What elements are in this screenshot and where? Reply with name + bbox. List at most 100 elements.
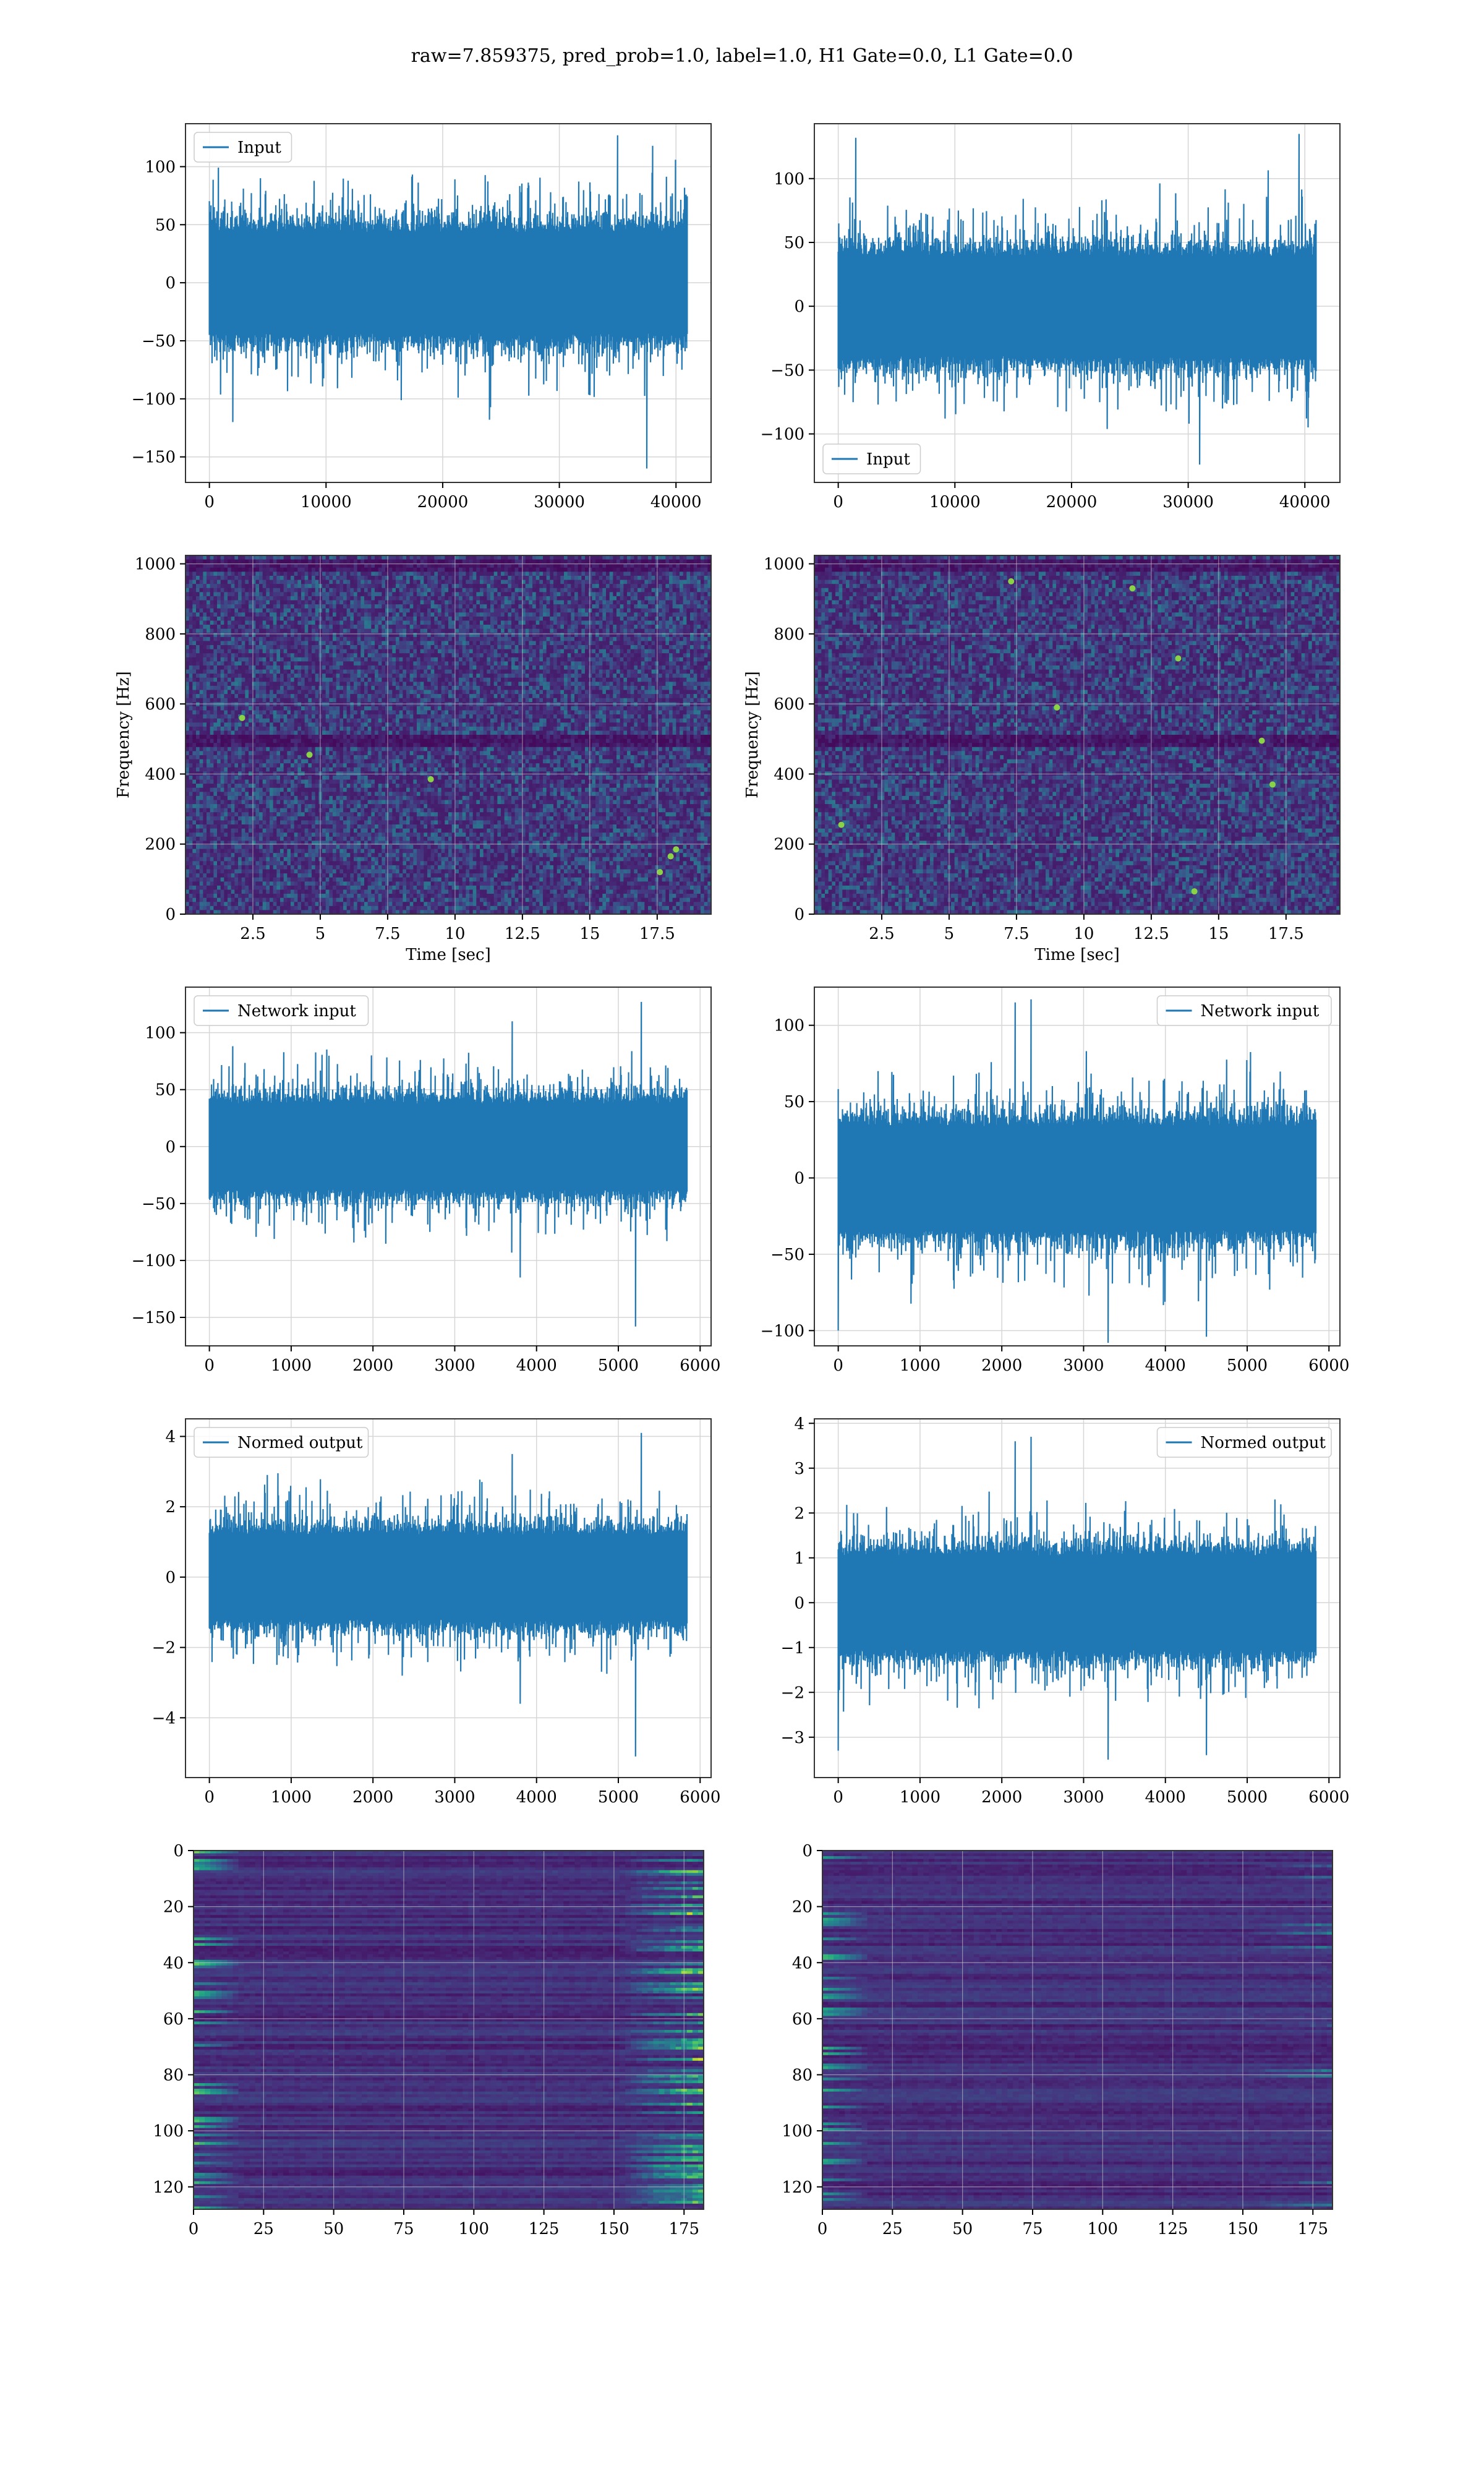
spec-h1-cell bbox=[364, 563, 368, 568]
spec-h1-cell bbox=[259, 588, 263, 593]
spec-h1-cell bbox=[305, 555, 309, 560]
spec-h1-cell bbox=[620, 625, 624, 629]
spec-h1-cell bbox=[469, 563, 473, 568]
spec-h1-cell bbox=[280, 620, 284, 625]
spec-h1-cell bbox=[280, 584, 284, 588]
spec-h1-cell bbox=[224, 576, 228, 580]
spec-h1-cell bbox=[560, 625, 564, 629]
spec-h1-cell bbox=[224, 609, 228, 613]
spec-h1-cell bbox=[249, 580, 252, 584]
spec-h1-cell bbox=[557, 629, 561, 633]
spec-h1-cell bbox=[280, 596, 284, 601]
spec-h1-cell bbox=[259, 620, 263, 625]
spec-h1-cell bbox=[501, 641, 505, 645]
spec-h1-cell bbox=[476, 604, 480, 609]
spec-h1-cell bbox=[249, 641, 252, 645]
spec-h1-cell bbox=[396, 641, 399, 645]
spec-h1-cell bbox=[690, 609, 694, 613]
spec-h1-cell bbox=[616, 596, 620, 601]
spec-h1-cell bbox=[403, 560, 406, 564]
spec-h1-cell bbox=[627, 560, 631, 564]
spec-h1-cell bbox=[308, 601, 312, 605]
spec-h1-cell bbox=[192, 637, 196, 641]
spec-h1-cell bbox=[203, 563, 207, 568]
spec-h1-cell bbox=[249, 649, 252, 654]
spec-h1-cell bbox=[543, 617, 547, 621]
spec-h1-cell bbox=[568, 617, 571, 621]
spec-h1-cell bbox=[627, 641, 631, 645]
spec-h1-cell bbox=[413, 592, 417, 596]
spec-h1-cell bbox=[189, 641, 193, 645]
spec-h1-cell bbox=[701, 596, 704, 601]
spec-h1-cell bbox=[427, 620, 431, 625]
spec-h1-cell bbox=[427, 571, 431, 576]
spec-h1-cell bbox=[704, 588, 708, 593]
spec-h1-cell bbox=[255, 625, 259, 629]
spec-h1-cell bbox=[673, 625, 676, 629]
spec-h1-cell bbox=[294, 612, 298, 617]
spec-h1-cell bbox=[602, 563, 606, 568]
spec-h1-cell bbox=[644, 641, 648, 645]
spec-h1-cell bbox=[255, 641, 259, 645]
spec-h1-cell bbox=[312, 617, 315, 621]
spec-h1-cell bbox=[455, 601, 459, 605]
spec-h1-cell bbox=[357, 617, 361, 621]
spec-h1-cell bbox=[210, 584, 214, 588]
spec-h1-cell bbox=[385, 601, 389, 605]
spec-h1-cell bbox=[490, 576, 494, 580]
spec-h1-cell bbox=[578, 560, 582, 564]
spec-h1-cell bbox=[424, 625, 427, 629]
spec-h1-cell bbox=[360, 568, 364, 572]
spec-h1-cell bbox=[560, 604, 564, 609]
spec-h1-cell bbox=[511, 604, 515, 609]
spec-h1-cell bbox=[249, 601, 252, 605]
spec-h1-cell bbox=[410, 637, 414, 641]
spec-h1-cell bbox=[406, 555, 410, 560]
spec-h1-cell bbox=[494, 592, 498, 596]
spec-h1-cell bbox=[343, 560, 347, 564]
spec-h1-cell bbox=[508, 592, 511, 596]
spec-h1-cell bbox=[676, 637, 680, 641]
spec-h1-cell bbox=[697, 568, 701, 572]
spec-h1-cell bbox=[249, 568, 252, 572]
spec-h1-cell bbox=[333, 555, 336, 560]
spec-h1-cell bbox=[680, 620, 683, 625]
spec-h1-cell bbox=[497, 592, 501, 596]
spec-h1-cell bbox=[592, 560, 595, 564]
spec-h1-cell bbox=[266, 629, 270, 633]
spec-h1-cell bbox=[354, 617, 357, 621]
spec-h1-cell bbox=[224, 617, 228, 621]
spec-h1-cell bbox=[662, 563, 666, 568]
spec-h1-cell bbox=[497, 584, 501, 588]
spec-h1-cell bbox=[602, 568, 606, 572]
spec-h1-cell bbox=[375, 620, 378, 625]
spec-h1-cell bbox=[266, 645, 270, 649]
spec-h1-cell bbox=[571, 588, 574, 593]
spec-h1-cell bbox=[207, 592, 210, 596]
spec-h1-cell bbox=[652, 604, 655, 609]
spec-h1-cell bbox=[648, 576, 652, 580]
spec-h1-cell bbox=[445, 592, 448, 596]
spec-h1-cell bbox=[210, 555, 214, 560]
spec-h1-cell bbox=[392, 568, 396, 572]
spec-h1-cell bbox=[259, 568, 263, 572]
spec-h1-cell bbox=[690, 612, 694, 617]
spec-h1-cell bbox=[417, 617, 420, 621]
spec-h1-cell bbox=[399, 601, 403, 605]
spec-h1-cell bbox=[606, 609, 610, 613]
spec-h1-cell bbox=[273, 563, 277, 568]
spec-h1-cell bbox=[200, 637, 203, 641]
spec-h1-cell bbox=[347, 580, 351, 584]
spec-h1-cell bbox=[623, 645, 627, 649]
spec-h1-cell bbox=[189, 584, 193, 588]
spec-h1-cell bbox=[339, 555, 343, 560]
input-h1-ytick-label: −100 bbox=[132, 390, 176, 409]
spec-h1-cell bbox=[581, 588, 585, 593]
spec-h1-cell bbox=[473, 625, 477, 629]
spec-h1-cell bbox=[347, 555, 351, 560]
spec-h1-cell bbox=[701, 645, 704, 649]
spec-h1-cell bbox=[473, 596, 477, 601]
spec-h1-cell bbox=[417, 612, 420, 617]
spec-h1-cell bbox=[620, 560, 624, 564]
spec-h1-cell bbox=[529, 563, 532, 568]
